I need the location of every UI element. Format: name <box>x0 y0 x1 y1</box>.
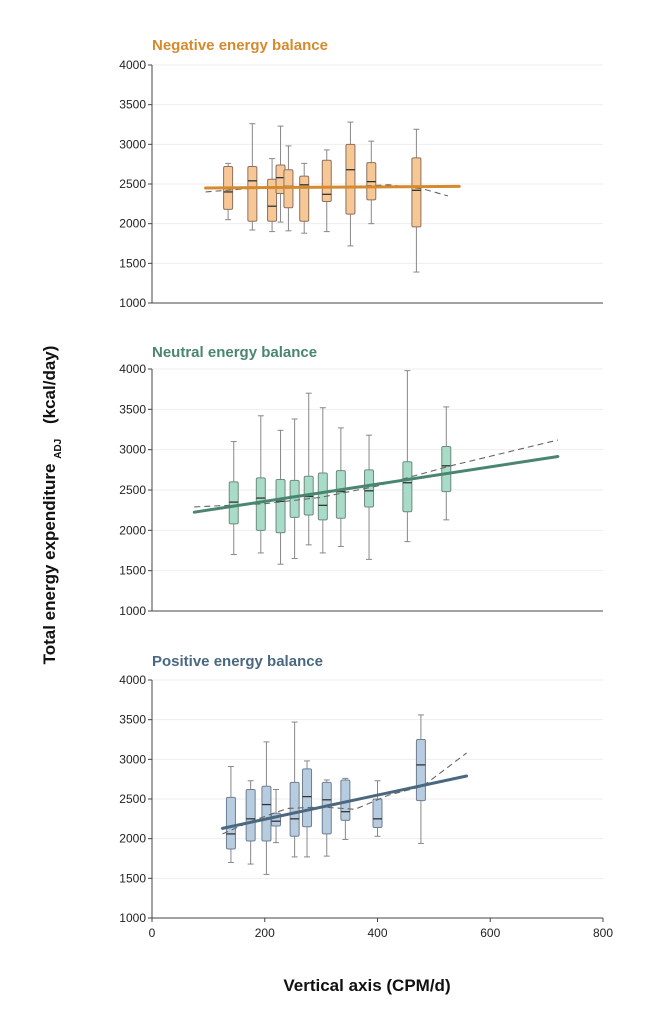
box <box>303 392 314 546</box>
y-tick-label: 3000 <box>119 137 146 151</box>
x-tick-label: 200 <box>255 926 275 940</box>
x-tick-label: 0 <box>149 926 156 940</box>
box-iqr <box>289 479 300 518</box>
regression-line <box>192 455 560 514</box>
y-tick-label: 1000 <box>119 911 146 925</box>
svg-text:Total energy expenditure: Total energy expenditure ADJ (kcal/day) <box>40 346 65 665</box>
y-tick-label: 2000 <box>119 832 146 846</box>
box-iqr <box>247 166 258 222</box>
box <box>321 149 332 233</box>
box-iqr <box>411 157 422 228</box>
box-iqr <box>345 143 356 215</box>
y-tick-label: 1500 <box>119 871 146 885</box>
box <box>372 780 383 837</box>
box <box>223 162 234 221</box>
box <box>228 441 239 556</box>
box <box>335 427 346 547</box>
box <box>415 714 426 844</box>
box <box>317 407 328 554</box>
y-tick-label: 4000 <box>119 673 146 687</box>
box <box>261 741 272 875</box>
box <box>366 140 377 225</box>
box <box>411 128 422 273</box>
y-tick-label: 4000 <box>119 58 146 72</box>
y-tick-label: 2500 <box>119 177 146 191</box>
box-iqr <box>372 798 383 829</box>
box-iqr <box>441 445 452 493</box>
box <box>247 123 258 231</box>
y-tick-label: 1500 <box>119 256 146 270</box>
box-iqr <box>299 175 310 222</box>
dashed-trend-line <box>194 439 559 508</box>
box <box>225 765 236 863</box>
box-iqr <box>245 788 256 842</box>
box <box>441 406 452 521</box>
box-iqr <box>302 768 313 828</box>
box <box>299 162 310 234</box>
x-tick-label: 800 <box>593 926 613 940</box>
y-tick-label: 3500 <box>119 402 146 416</box>
box <box>267 158 278 233</box>
panel-2: Neutral energy balance 1000 1500 2000 2500 30… <box>119 344 603 618</box>
y-tick-label: 1000 <box>119 296 146 310</box>
box <box>289 418 300 560</box>
box-iqr <box>275 479 286 534</box>
regression-line <box>204 184 461 190</box>
box-iqr <box>267 178 278 222</box>
y-tick-label: 3500 <box>119 98 146 112</box>
box <box>275 429 286 565</box>
y-axis-title-main: Total energy expenditure <box>40 464 59 665</box>
y-tick-label: 3500 <box>119 713 146 727</box>
y-tick-label: 4000 <box>119 362 146 376</box>
box <box>289 721 300 858</box>
box-iqr <box>225 796 236 850</box>
panels: Negative energy balance10001500200025003… <box>119 37 613 940</box>
box <box>402 370 413 543</box>
y-tick-label: 2000 <box>119 217 146 231</box>
y-tick-label: 1500 <box>119 564 146 578</box>
box <box>364 434 375 560</box>
box-iqr <box>415 739 426 802</box>
box <box>302 760 313 858</box>
y-axis-title: Total energy expenditure ADJ (kcal/day) <box>40 346 65 665</box>
x-axis-title: Vertical axis (CPM/d) <box>283 976 450 995</box>
y-tick-label: 2500 <box>119 483 146 497</box>
box-iqr <box>321 159 332 202</box>
panel-title: Positive energy balance <box>152 653 323 670</box>
box-iqr <box>289 781 300 837</box>
box-iqr <box>261 785 272 842</box>
regression-line <box>220 774 469 830</box>
box <box>255 415 266 554</box>
panel-1: Negative energy balance 1000 1500 2000 2500 3… <box>119 37 603 310</box>
x-tick-label: 400 <box>367 926 387 940</box>
y-tick-label: 1000 <box>119 604 146 618</box>
box-iqr <box>402 461 413 513</box>
y-tick-label: 3000 <box>119 752 146 766</box>
box <box>345 121 356 247</box>
y-tick-label: 2500 <box>119 792 146 806</box>
box <box>321 779 332 857</box>
panel-title: Negative energy balance <box>152 37 328 54</box>
y-tick-label: 2000 <box>119 523 146 537</box>
box-iqr <box>228 481 239 525</box>
panel-3: Positive energy balance10001500200025003… <box>119 653 613 940</box>
y-axis-title-subscript: ADJ <box>53 439 64 459</box>
y-tick-label: 3000 <box>119 443 146 457</box>
x-tick-label: 600 <box>480 926 500 940</box>
box <box>245 780 256 865</box>
panel-title: Neutral energy balance <box>152 344 317 361</box>
y-axis-title-unit: (kcal/day) <box>40 346 59 424</box>
